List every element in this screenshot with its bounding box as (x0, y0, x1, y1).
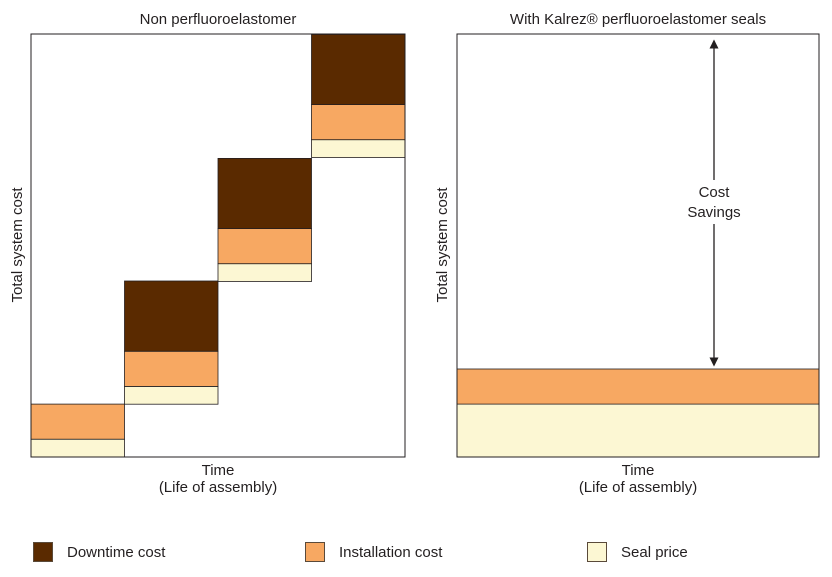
right-x-axis-sublabel: (Life of assembly) (579, 479, 697, 496)
right-y-axis-label: Total system cost (434, 187, 451, 303)
legend-item-downtime: Downtime cost (33, 540, 165, 564)
left-bar-1-installation (30, 403, 125, 440)
left-bar-1-seal (30, 438, 125, 458)
legend: Downtime cost Installation cost Seal pri… (0, 540, 832, 568)
left-bar-2-downtime (124, 280, 219, 352)
left-chart: Non perfluoroelastomer Total system cost… (9, 11, 406, 496)
left-bar-3-seal (217, 263, 312, 282)
left-bar-4-seal (311, 139, 406, 158)
left-plot-frame (30, 33, 406, 458)
cost-savings-label-line1: Cost (699, 184, 731, 201)
seal-swatch (587, 542, 607, 562)
right-bars (456, 368, 820, 458)
left-y-axis-label: Total system cost (9, 187, 26, 303)
right-plot-frame (456, 33, 820, 458)
left-x-axis-sublabel: (Life of assembly) (159, 479, 277, 496)
legend-item-seal: Seal price (587, 540, 688, 564)
legend-label-installation: Installation cost (339, 543, 443, 561)
right-chart-title: With Kalrez® perfluoroelastomer seals (510, 11, 766, 28)
cost-savings-label-bg (686, 180, 742, 224)
left-chart-title: Non perfluoroelastomer (140, 11, 297, 28)
right-bar-1-installation (456, 368, 820, 405)
legend-label-seal: Seal price (621, 543, 688, 561)
left-x-axis-label: Time (202, 462, 235, 479)
right-x-axis-label: Time (622, 462, 655, 479)
right-chart: With Kalrez® perfluoroelastomer seals To… (434, 11, 820, 496)
legend-label-downtime: Downtime cost (67, 543, 166, 561)
cost-savings-label-line2: Savings (687, 204, 740, 221)
left-bar-4-downtime (311, 34, 406, 105)
left-bar-2-seal (124, 385, 219, 405)
right-bar-1-seal (456, 403, 820, 458)
left-bar-3-downtime (217, 157, 312, 229)
left-bar-4-installation (311, 104, 406, 141)
installation-swatch (305, 542, 325, 562)
left-bar-2-installation (124, 350, 219, 387)
downtime-swatch (33, 542, 53, 562)
legend-item-installation: Installation cost (305, 540, 442, 564)
left-bar-3-installation (217, 228, 312, 265)
left-bars (30, 34, 406, 458)
